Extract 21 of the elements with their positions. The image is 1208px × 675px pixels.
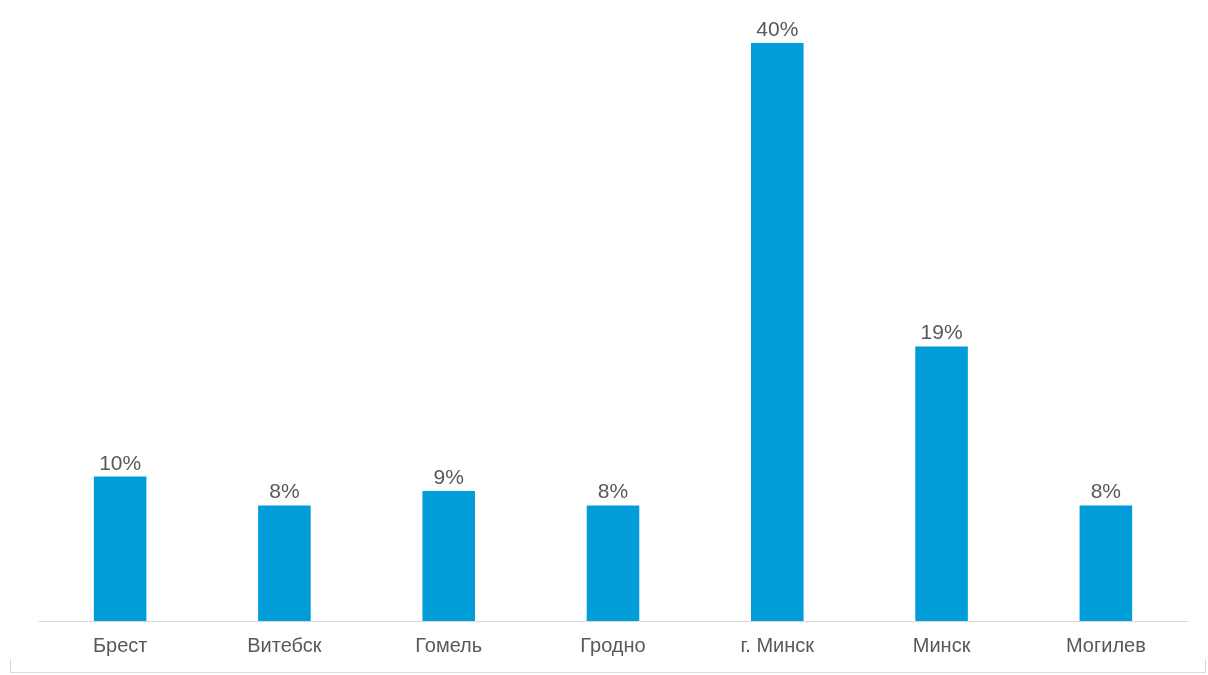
data-label: 19%	[920, 320, 963, 344]
bar	[93, 476, 147, 621]
bar	[586, 505, 640, 621]
data-label: 10%	[99, 450, 142, 474]
bar	[1079, 505, 1133, 621]
data-label: 9%	[433, 464, 464, 488]
data-label: 8%	[1090, 479, 1122, 503]
data-label: 8%	[597, 479, 629, 503]
bar	[751, 43, 804, 621]
x-tick-label: Брест	[92, 633, 148, 656]
bar	[422, 490, 475, 621]
x-tick-label: Могилев	[1065, 633, 1146, 656]
x-tick-label: Витебск	[247, 633, 322, 656]
data-label: 8%	[269, 479, 300, 503]
data-label: 40%	[756, 17, 799, 40]
bar	[258, 505, 311, 621]
x-tick-label: г. Минск	[740, 633, 815, 656]
x-tick-label: Минск	[912, 633, 971, 656]
x-tick-label: Гомель	[415, 633, 483, 656]
bar	[915, 346, 968, 621]
x-tick-label: Гродно	[580, 633, 646, 656]
